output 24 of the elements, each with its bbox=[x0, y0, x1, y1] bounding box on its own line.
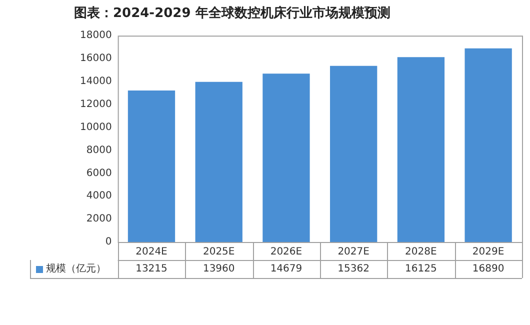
x-tick-label: 2025E bbox=[202, 246, 235, 258]
chart-title: 图表：2024-2029 年全球数控机床行业市场规模预测 bbox=[74, 5, 390, 22]
legend-label: 规模（亿元） bbox=[46, 262, 106, 275]
data-label: 16125 bbox=[405, 264, 437, 275]
data-label: 15362 bbox=[338, 264, 370, 275]
x-tick-label: 2029E bbox=[472, 246, 504, 258]
data-label: 13215 bbox=[136, 264, 168, 275]
data-label: 13960 bbox=[202, 264, 235, 275]
x-tick-label: 2026E bbox=[270, 246, 302, 258]
y-tick-label: 6000 bbox=[86, 168, 112, 179]
x-tick-label: 2027E bbox=[338, 246, 370, 258]
y-tick-label: 2000 bbox=[86, 214, 112, 225]
y-tick-label: 10000 bbox=[80, 122, 112, 133]
x-tick-label: 2024E bbox=[136, 246, 168, 258]
y-tick-label: 0 bbox=[105, 236, 112, 248]
y-tick-label: 8000 bbox=[86, 144, 112, 156]
y-tick-label: 16000 bbox=[80, 53, 112, 64]
y-tick-label: 18000 bbox=[80, 30, 112, 42]
x-tick-label: 2028E bbox=[405, 246, 437, 258]
y-tick-label: 4000 bbox=[86, 190, 112, 202]
data-label: 16890 bbox=[472, 264, 504, 275]
y-tick-label: 12000 bbox=[80, 98, 112, 110]
y-tick-label: 14000 bbox=[80, 76, 112, 88]
data-label: 14679 bbox=[270, 264, 302, 275]
